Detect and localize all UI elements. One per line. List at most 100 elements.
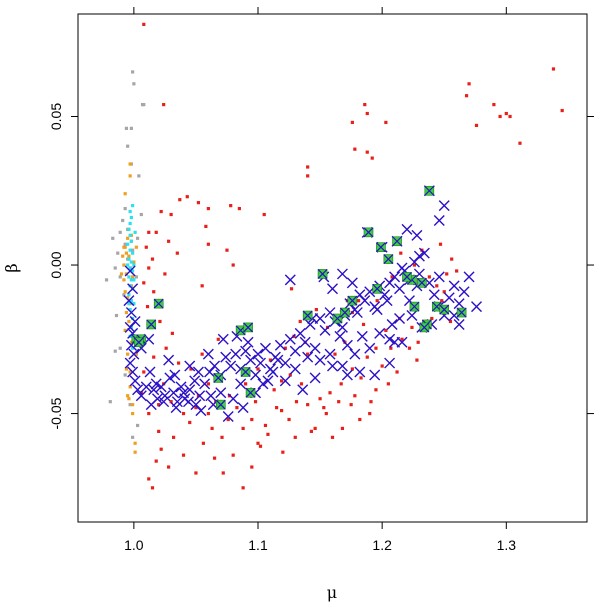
data-point-cross xyxy=(164,372,176,384)
data-point-cross xyxy=(356,330,368,342)
data-point-gray xyxy=(131,70,135,74)
data-point-cross xyxy=(294,327,306,339)
data-point-red xyxy=(415,358,419,362)
data-point-red xyxy=(412,263,417,267)
y-tick-label: 0.05 xyxy=(48,103,64,130)
data-point-red xyxy=(167,465,171,469)
data-point-red xyxy=(176,361,181,365)
data-point-highlighted xyxy=(416,277,427,288)
data-point-red xyxy=(353,394,357,398)
data-point-red xyxy=(206,206,210,211)
data-point-orange xyxy=(124,251,129,255)
data-point-orange xyxy=(123,192,127,196)
data-point-cross xyxy=(169,369,181,381)
data-point-cross xyxy=(235,378,247,390)
data-point-red xyxy=(142,370,146,374)
y-tick-label: 0.00 xyxy=(48,251,64,278)
data-point-red xyxy=(157,403,161,407)
data-point-red xyxy=(158,319,162,324)
data-point-cross xyxy=(225,360,237,372)
data-point-red xyxy=(280,379,284,383)
data-point-red xyxy=(216,337,220,341)
data-point-red xyxy=(442,290,446,294)
data-point-red xyxy=(229,204,233,208)
data-point-cyan xyxy=(132,278,136,282)
data-point-red xyxy=(309,429,313,433)
data-point-cyan xyxy=(128,221,132,226)
data-point-orange xyxy=(122,263,126,267)
data-point-red xyxy=(288,373,292,377)
data-point-cross xyxy=(433,271,445,283)
data-point-red xyxy=(201,441,205,445)
data-point-highlighted xyxy=(339,307,350,318)
data-point-highlighted xyxy=(133,337,144,348)
data-point-red xyxy=(231,263,235,267)
data-point-cross xyxy=(289,363,301,375)
data-point-highlighted xyxy=(383,254,394,265)
data-point-cross xyxy=(158,396,170,408)
data-point-cross xyxy=(336,360,348,372)
data-point-highlighted xyxy=(392,236,402,247)
data-point-red xyxy=(253,400,258,404)
data-point-red xyxy=(353,147,357,151)
data-point-red xyxy=(350,367,354,371)
data-point-cross xyxy=(418,247,430,259)
data-point-red xyxy=(407,346,412,350)
data-point-cross xyxy=(255,357,266,369)
data-point-red xyxy=(262,212,266,217)
data-point-red xyxy=(181,411,186,416)
data-point-cross xyxy=(222,411,234,423)
data-point-red xyxy=(313,426,317,431)
x-tick-label: 1.2 xyxy=(372,537,392,553)
data-point-red xyxy=(318,397,322,401)
data-point-gray xyxy=(134,275,138,279)
data-point-cross xyxy=(124,265,136,277)
data-point-cross xyxy=(346,277,358,289)
data-point-cross xyxy=(124,357,136,369)
data-point-orange xyxy=(132,260,136,264)
data-point-cross xyxy=(267,366,279,378)
x-axis-title: μ xyxy=(327,583,337,602)
data-point-cross xyxy=(304,318,316,330)
data-point-cross xyxy=(284,333,296,345)
data-point-red xyxy=(306,352,310,356)
data-point-cross xyxy=(309,372,321,384)
data-point-gray xyxy=(139,212,143,217)
data-point-highlighted xyxy=(419,322,430,333)
data-point-gray xyxy=(114,313,119,318)
data-point-red xyxy=(152,290,156,294)
data-point-cross xyxy=(351,307,363,319)
data-point-red xyxy=(427,275,431,279)
data-point-red xyxy=(340,426,345,431)
axes: 1.0 1.1 1.2 1.3 0.05 0.00 -0.05 xyxy=(48,7,594,553)
data-point-cross xyxy=(279,375,291,387)
data-point-cross xyxy=(274,339,286,351)
data-point-cross xyxy=(184,360,196,372)
data-point-red xyxy=(250,465,254,469)
data-point-orange xyxy=(126,236,130,240)
data-point-cross xyxy=(205,390,217,402)
data-point-red xyxy=(435,284,439,288)
data-point-cross xyxy=(163,354,175,366)
data-point-cross xyxy=(471,301,483,313)
data-point-red xyxy=(455,269,459,273)
data-point-highlighted xyxy=(402,271,412,282)
data-point-red xyxy=(162,103,166,107)
data-point-cyan xyxy=(131,251,135,255)
data-point-highlighted xyxy=(456,307,467,318)
data-point-red xyxy=(231,453,235,457)
data-point-highlighted xyxy=(153,298,164,309)
data-point-cyan xyxy=(132,263,136,267)
data-point-cross xyxy=(314,354,326,366)
data-point-cross xyxy=(182,396,194,408)
data-point-red xyxy=(370,156,374,160)
data-point-red xyxy=(147,411,151,416)
data-point-red xyxy=(283,346,287,350)
data-point-cross xyxy=(150,378,162,390)
data-point-cross xyxy=(175,381,187,393)
data-point-cross xyxy=(184,384,196,396)
data-point-red xyxy=(299,382,304,386)
data-point-highlighted xyxy=(240,367,251,377)
data-point-red xyxy=(399,251,403,255)
data-point-cross xyxy=(341,339,353,351)
